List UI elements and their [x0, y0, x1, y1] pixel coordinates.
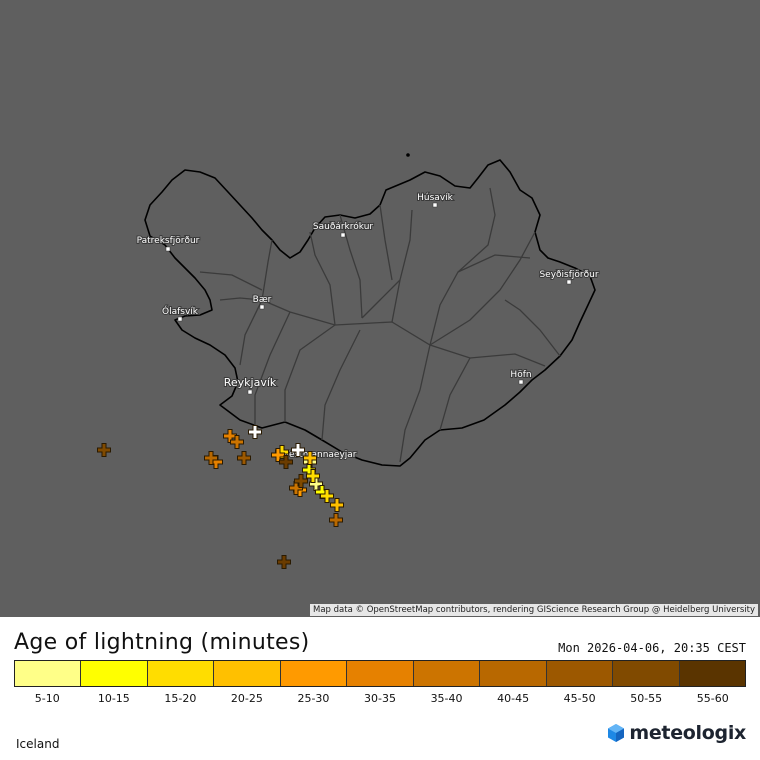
map-view[interactable]: Húsavík Sauðárkrókur Patreksfjörður Seyð… — [0, 0, 760, 617]
place-label-husavik: Húsavík — [417, 193, 454, 203]
place-marker — [177, 316, 183, 322]
legend-label: 15-20 — [164, 692, 197, 705]
lightning-strike-marker — [279, 455, 293, 469]
legend-label: 55-60 — [696, 692, 729, 705]
legend-title: Age of lightning (minutes) — [14, 630, 310, 655]
place-labels: Húsavík Sauðárkrókur Patreksfjörður Seyð… — [136, 192, 600, 461]
lightning-strike-marker — [315, 485, 329, 499]
place-label-hofn: Höfn — [510, 370, 531, 380]
lightning-strike-marker — [204, 451, 218, 465]
legend-label: 25-30 — [297, 692, 330, 705]
legend-swatch — [546, 661, 614, 686]
iceland-coastline — [144, 159, 596, 467]
place-marker — [432, 202, 438, 208]
place-marker — [340, 232, 346, 238]
map-canvas: Húsavík Sauðárkrókur Patreksfjörður Seyð… — [97, 153, 600, 569]
place-label-reykjavik: Reykjavík — [224, 376, 277, 389]
lightning-strike-marker — [277, 555, 291, 569]
brand-name: meteologix — [629, 722, 746, 744]
place-marker — [165, 246, 171, 252]
lightning-strike-marker — [97, 443, 111, 457]
place-marker — [566, 279, 572, 285]
lightning-strikes — [97, 425, 344, 569]
lightning-strike-marker — [309, 477, 323, 491]
lightning-strike-marker — [271, 448, 285, 462]
legend-swatch — [214, 661, 281, 686]
place-marker — [259, 304, 265, 310]
legend-label: 50-55 — [630, 692, 663, 705]
place-label-saudarkrokur: Sauðárkrókur — [313, 221, 374, 232]
region-borders — [199, 187, 561, 463]
lightning-strike-marker — [291, 443, 305, 457]
lightning-strike-marker — [306, 469, 320, 483]
legend-label: 10-15 — [97, 692, 130, 705]
grimsey-island — [406, 153, 410, 157]
lightning-strike-marker — [289, 481, 303, 495]
place-label-seydisfjordur: Seyðisfjörður — [539, 270, 598, 280]
legend-swatch — [347, 661, 414, 686]
legend-label: 35-40 — [430, 692, 463, 705]
map-attribution[interactable]: Map data © OpenStreetMap contributors, r… — [310, 604, 758, 616]
legend-swatch — [679, 661, 745, 686]
legend-labels: 5-10 10-15 15-20 20-25 25-30 30-35 35-40… — [14, 692, 746, 705]
lightning-strike-marker — [302, 463, 316, 477]
legend-colorbar — [14, 660, 746, 687]
legend-swatch — [480, 661, 547, 686]
legend-label: 40-45 — [497, 692, 530, 705]
legend-swatch — [413, 661, 481, 686]
lightning-strike-marker — [303, 451, 317, 465]
lightning-strike-marker — [223, 429, 237, 443]
lightning-strike-marker — [209, 455, 223, 469]
legend-swatch — [15, 661, 82, 686]
lightning-strike-marker — [320, 489, 334, 503]
place-marker — [518, 379, 524, 385]
legend-label: 5-10 — [34, 692, 60, 705]
lightning-strike-marker — [248, 425, 262, 439]
lightning-strike-marker — [275, 445, 289, 459]
lightning-strike-marker — [237, 451, 251, 465]
place-label-baer: Bær — [253, 295, 272, 305]
legend-timestamp: Mon 2026-04-06, 20:35 CEST — [558, 641, 746, 655]
place-marker — [247, 389, 253, 395]
meteologix-logo-icon — [608, 724, 625, 742]
legend-label: 45-50 — [563, 692, 596, 705]
lightning-strike-marker — [230, 435, 244, 449]
place-label-patreksfjordur: Patreksfjörður — [137, 236, 200, 246]
place-label-olafsvik: Ólafsvík — [162, 305, 199, 317]
lightning-strike-marker — [330, 498, 344, 512]
legend-swatch — [147, 661, 215, 686]
brand-logo[interactable]: meteologix — [606, 722, 746, 744]
legend-swatch — [280, 661, 348, 686]
lightning-strike-marker — [294, 474, 308, 488]
region-name: Iceland — [16, 737, 60, 751]
legend-label: 30-35 — [364, 692, 396, 705]
legend-label: 20-25 — [230, 692, 263, 705]
lightning-strike-marker — [329, 513, 343, 527]
legend-swatch — [81, 661, 148, 686]
legend-swatch — [613, 661, 680, 686]
